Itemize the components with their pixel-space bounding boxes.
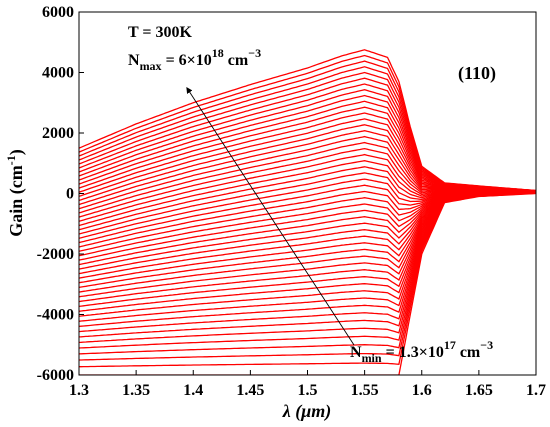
y-tick-label: 0 xyxy=(66,186,74,203)
x-axis-label: λ (μm) xyxy=(282,401,332,422)
y-tick-label: 2000 xyxy=(42,125,74,142)
x-tick-label: 1.55 xyxy=(351,382,379,399)
y-tick-label: 6000 xyxy=(42,4,74,21)
x-tick-label: 1.5 xyxy=(298,382,318,399)
y-tick-label: -4000 xyxy=(37,307,74,324)
x-tick-label: 1.45 xyxy=(236,382,264,399)
nmin-label: Nmin = 1.3×1017 cm−3 xyxy=(350,338,493,365)
y-axis-label: Gain (cm-1) xyxy=(4,149,27,237)
x-tick-label: 1.65 xyxy=(465,382,493,399)
gain-curve xyxy=(79,49,536,192)
gain-curves xyxy=(79,49,536,375)
y-tick-label: -6000 xyxy=(37,367,74,384)
x-tick-label: 1.6 xyxy=(412,382,432,399)
x-tick-label: 1.4 xyxy=(183,382,203,399)
y-axis-ticks: -6000 -4000 -2000 0 2000 4000 6000 xyxy=(37,4,84,384)
panel-label: (110) xyxy=(458,63,496,84)
y-tick-label: 4000 xyxy=(42,65,74,82)
x-tick-label: 1.7 xyxy=(526,382,546,399)
temperature-label: T = 300K xyxy=(128,24,193,41)
x-tick-label: 1.3 xyxy=(69,382,89,399)
x-tick-label: 1.35 xyxy=(122,382,150,399)
density-arrow xyxy=(186,86,355,346)
nmax-label: Nmax = 6×1018 cm−3 xyxy=(128,46,261,73)
x-axis-ticks: 1.3 1.35 1.4 1.45 1.5 1.55 1.6 1.65 1.7 xyxy=(69,370,546,399)
y-tick-label: -2000 xyxy=(37,246,74,263)
